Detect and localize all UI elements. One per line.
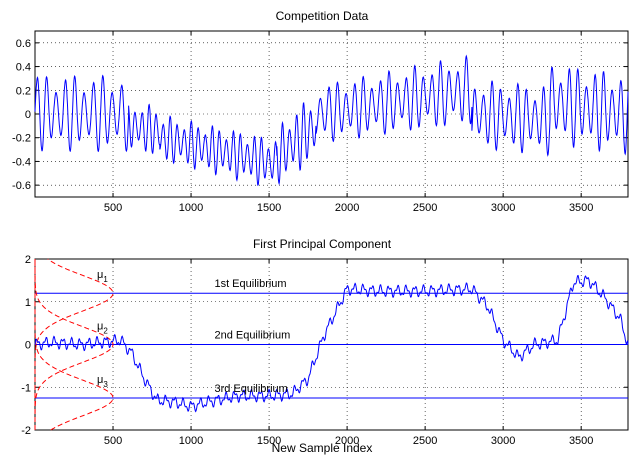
gaussian-curve xyxy=(34,258,114,430)
gaussian-mean-label: μ3 xyxy=(97,374,108,389)
top-y-tick-label: 0 xyxy=(25,109,31,121)
bottom-y-tick-label: -2 xyxy=(21,425,31,437)
bottom-x-tick-label: 2500 xyxy=(413,435,437,447)
bottom-y-tick-label: 2 xyxy=(25,254,31,266)
bottom-chart-title: First Principal Component xyxy=(253,237,392,251)
top-x-tick-label: 2500 xyxy=(413,202,437,214)
principal-component-line xyxy=(34,274,629,413)
equilibrium-label: 3rd Equilibrium xyxy=(214,383,287,395)
top-y-tick-label: 0.4 xyxy=(16,62,31,74)
bottom-x-tick-label: 3000 xyxy=(491,435,515,447)
bottom-y-tick-label: -1 xyxy=(21,382,31,394)
top-x-tick-label: 1500 xyxy=(257,202,281,214)
bottom-x-tick-label: 500 xyxy=(104,435,122,447)
gaussian-mean-label: μ2 xyxy=(97,321,108,336)
gaussian-curve xyxy=(34,259,114,431)
top-x-tick-label: 3000 xyxy=(491,202,515,214)
bottom-panel: First Principal Component 500 1000 1500 200… xyxy=(21,237,629,455)
bottom-x-tick-label: 1000 xyxy=(179,435,203,447)
top-x-tick-label: 3500 xyxy=(569,202,593,214)
gaussian-mean-labels: μ1 μ2 μ3 xyxy=(97,269,108,389)
equilibrium-label: 1st Equilibrium xyxy=(214,278,286,290)
top-x-tick-label: 1000 xyxy=(179,202,203,214)
top-y-tick-label: -0.4 xyxy=(12,156,31,168)
bottom-y-axis-ticks: -2 -1 0 1 2 xyxy=(21,254,628,437)
top-x-tick-label: 2000 xyxy=(335,202,359,214)
gaussian-curve xyxy=(34,259,114,430)
top-x-axis-ticks: 500 1000 1500 2000 2500 3000 3500 xyxy=(104,31,593,214)
competition-data-line xyxy=(34,54,629,186)
gaussian-mean-label: μ1 xyxy=(97,269,108,284)
equilibrium-lines xyxy=(35,292,628,399)
top-x-tick-label: 500 xyxy=(104,202,122,214)
bottom-x-tick-label: 3500 xyxy=(569,435,593,447)
bottom-x-axis-ticks: 500 1000 1500 2000 2500 3000 3500 xyxy=(104,259,593,447)
top-y-tick-label: -0.6 xyxy=(12,180,31,192)
gaussian-mean-subscript: 2 xyxy=(103,327,108,336)
top-y-tick-label: -0.2 xyxy=(12,133,31,145)
top-y-tick-label: 0.6 xyxy=(16,38,31,50)
gaussian-mean-subscript: 1 xyxy=(103,275,108,284)
top-chart-title: Competition Data xyxy=(276,9,369,23)
bottom-x-tick-label: 1500 xyxy=(257,435,281,447)
bottom-y-tick-label: 0 xyxy=(25,340,31,352)
bottom-y-tick-label: 1 xyxy=(25,297,31,309)
bottom-x-tick-label: 2000 xyxy=(335,435,359,447)
equilibrium-labels: 1st Equilibrium 2nd Equilibrium 3rd Equili… xyxy=(214,278,290,395)
equilibrium-label: 2nd Equilibrium xyxy=(214,330,290,342)
bottom-x-axis-label: New Sample Index xyxy=(272,441,373,455)
gaussian-curves xyxy=(34,258,114,431)
top-y-tick-label: 0.2 xyxy=(16,85,31,97)
gaussian-mean-subscript: 3 xyxy=(103,380,108,389)
top-y-axis-ticks: -0.6 -0.4 -0.2 0 0.2 0.4 0.6 xyxy=(12,38,628,192)
top-panel: Competition Data 500 1000 1500 2000 2500 3000… xyxy=(12,9,629,214)
